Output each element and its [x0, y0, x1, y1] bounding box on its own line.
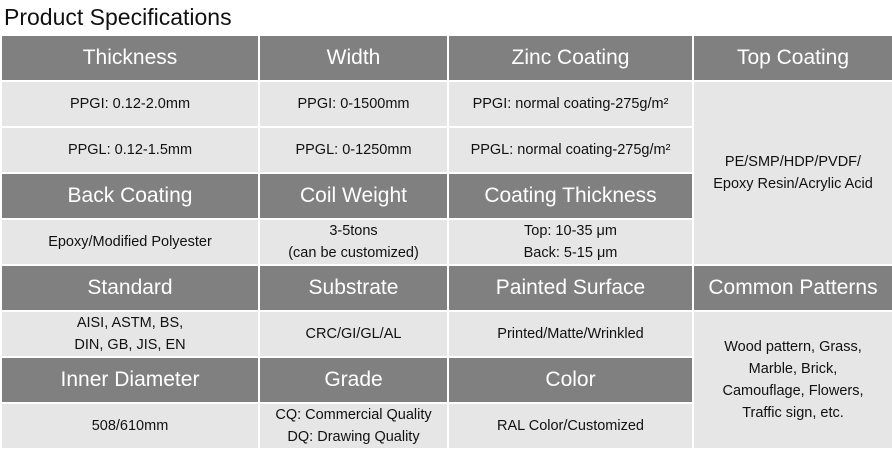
- data-cell: PPGI: 0-1500mm: [258, 80, 449, 128]
- header-cell: Thickness: [0, 34, 260, 82]
- data-row: PPGL: 0.12-1.5mm PPGL: 0-1250mm PPGL: no…: [0, 126, 892, 174]
- header-row: Back Coating Coil Weight Coating Thickne…: [0, 172, 892, 220]
- header-cell: Width: [258, 34, 449, 82]
- header-cell: Inner Diameter: [0, 356, 260, 404]
- header-cell: Coil Weight: [258, 172, 449, 220]
- header-row: Inner Diameter Grade Color: [0, 356, 892, 404]
- data-cell: Wood pattern, Grass, Marble, Brick, Camo…: [692, 310, 892, 450]
- data-cell: PPGI: 0.12-2.0mm: [0, 80, 260, 128]
- data-cell: RAL Color/Customized: [447, 402, 694, 450]
- data-cell: PPGI: normal coating-275g/m²: [447, 80, 694, 128]
- data-cell: Top: 10-35 μm Back: 5-15 μm: [447, 218, 694, 266]
- header-cell: Substrate: [258, 264, 449, 312]
- data-cell: PPGL: 0.12-1.5mm: [0, 126, 260, 174]
- header-cell: Common Patterns: [692, 264, 892, 312]
- page-title: Product Specifications: [4, 4, 232, 30]
- data-cell: Printed/Matte/Wrinkled: [447, 310, 694, 358]
- spec-table: Thickness Width Zinc Coating Top Coating…: [0, 34, 892, 450]
- data-cell: Epoxy/Modified Polyester: [0, 218, 260, 266]
- data-cell: 3-5tons (can be customized): [258, 218, 449, 266]
- header-cell: Coating Thickness: [447, 172, 694, 220]
- header-cell: Standard: [0, 264, 260, 312]
- data-cell: CRC/GI/GL/AL: [258, 310, 449, 358]
- data-cell: PE/SMP/HDP/PVDF/ Epoxy Resin/Acrylic Aci…: [692, 80, 892, 266]
- data-row: PPGI: 0.12-2.0mm PPGI: 0-1500mm PPGI: no…: [0, 80, 892, 266]
- data-row: Epoxy/Modified Polyester 3-5tons (can be…: [0, 218, 892, 266]
- header-cell: Zinc Coating: [447, 34, 694, 82]
- data-cell: CQ: Commercial Quality DQ: Drawing Quali…: [258, 402, 449, 450]
- data-cell: PPGL: 0-1250mm: [258, 126, 449, 174]
- header-cell: Color: [447, 356, 694, 404]
- header-cell: Back Coating: [0, 172, 260, 220]
- data-cell: AISI, ASTM, BS, DIN, GB, JIS, EN: [0, 310, 260, 358]
- data-cell: PPGL: normal coating-275g/m²: [447, 126, 694, 174]
- data-cell: 508/610mm: [0, 402, 260, 450]
- header-cell: Top Coating: [692, 34, 892, 82]
- data-row: AISI, ASTM, BS, DIN, GB, JIS, EN CRC/GI/…: [0, 310, 892, 450]
- header-row: Thickness Width Zinc Coating Top Coating: [0, 34, 892, 82]
- header-cell: Painted Surface: [447, 264, 694, 312]
- header-cell: Grade: [258, 356, 449, 404]
- data-row: 508/610mm CQ: Commercial Quality DQ: Dra…: [0, 402, 892, 450]
- header-row: Standard Substrate Painted Surface Commo…: [0, 264, 892, 312]
